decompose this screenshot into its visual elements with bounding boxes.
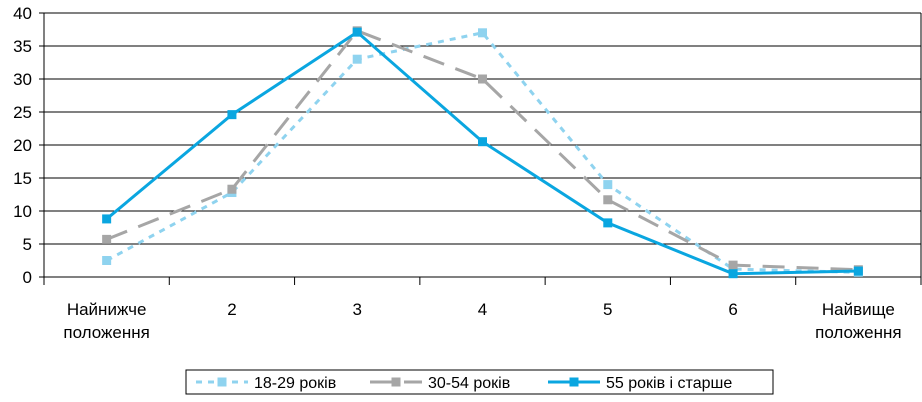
data-point bbox=[728, 269, 738, 279]
data-point bbox=[853, 266, 863, 276]
data-point bbox=[227, 110, 237, 120]
data-point bbox=[478, 28, 487, 38]
legend-label: 55 років і старше bbox=[606, 375, 732, 392]
legend-swatch-marker bbox=[569, 377, 579, 387]
data-point bbox=[478, 74, 487, 84]
legend-swatch-marker bbox=[217, 377, 227, 387]
y-tick-label: 20 bbox=[13, 136, 32, 155]
series-line-1 bbox=[105, 31, 859, 274]
x-tick-label: 4 bbox=[478, 300, 487, 319]
legend-box bbox=[185, 369, 774, 395]
series-line-3 bbox=[105, 30, 859, 276]
y-axis-ticks: 0 5 10 15 20 25 30 35 40 bbox=[13, 4, 44, 287]
series-lines bbox=[102, 26, 863, 279]
data-point bbox=[478, 137, 487, 147]
data-point bbox=[102, 256, 112, 265]
x-tick-label: Найнижче положення bbox=[63, 300, 149, 342]
x-tick-label: 6 bbox=[728, 300, 737, 319]
legend-label: 18-29 років bbox=[254, 375, 336, 392]
legend-swatch-marker bbox=[391, 377, 401, 387]
y-tick-label: 0 bbox=[23, 268, 32, 287]
y-tick-label: 40 bbox=[13, 4, 32, 23]
legend: 18-29 років 30-54 років 55 років і старше bbox=[185, 369, 774, 395]
data-point bbox=[352, 54, 362, 64]
x-axis-ticks: Найнижче положення 2 3 4 5 6 Найвище положення bbox=[43, 277, 922, 342]
data-point bbox=[227, 184, 237, 194]
data-point bbox=[603, 218, 613, 228]
x-tick-label: Найвище положення bbox=[815, 300, 901, 342]
legend-label: 30-54 років bbox=[428, 375, 510, 392]
data-point bbox=[728, 260, 738, 270]
data-point bbox=[102, 214, 112, 224]
x-tick-label: 3 bbox=[352, 300, 361, 319]
x-tick-label: 2 bbox=[227, 300, 236, 319]
y-tick-label: 35 bbox=[13, 37, 32, 56]
data-point bbox=[603, 180, 613, 190]
y-tick-label: 30 bbox=[13, 70, 32, 89]
x-tick-label: 5 bbox=[603, 300, 612, 319]
data-point bbox=[352, 27, 362, 37]
data-point bbox=[102, 234, 112, 244]
y-tick-label: 5 bbox=[23, 235, 32, 254]
y-tick-label: 25 bbox=[13, 103, 32, 122]
y-tick-label: 10 bbox=[13, 202, 32, 221]
series-line-2 bbox=[106, 29, 859, 272]
data-point bbox=[603, 195, 613, 205]
y-tick-label: 15 bbox=[13, 169, 32, 188]
